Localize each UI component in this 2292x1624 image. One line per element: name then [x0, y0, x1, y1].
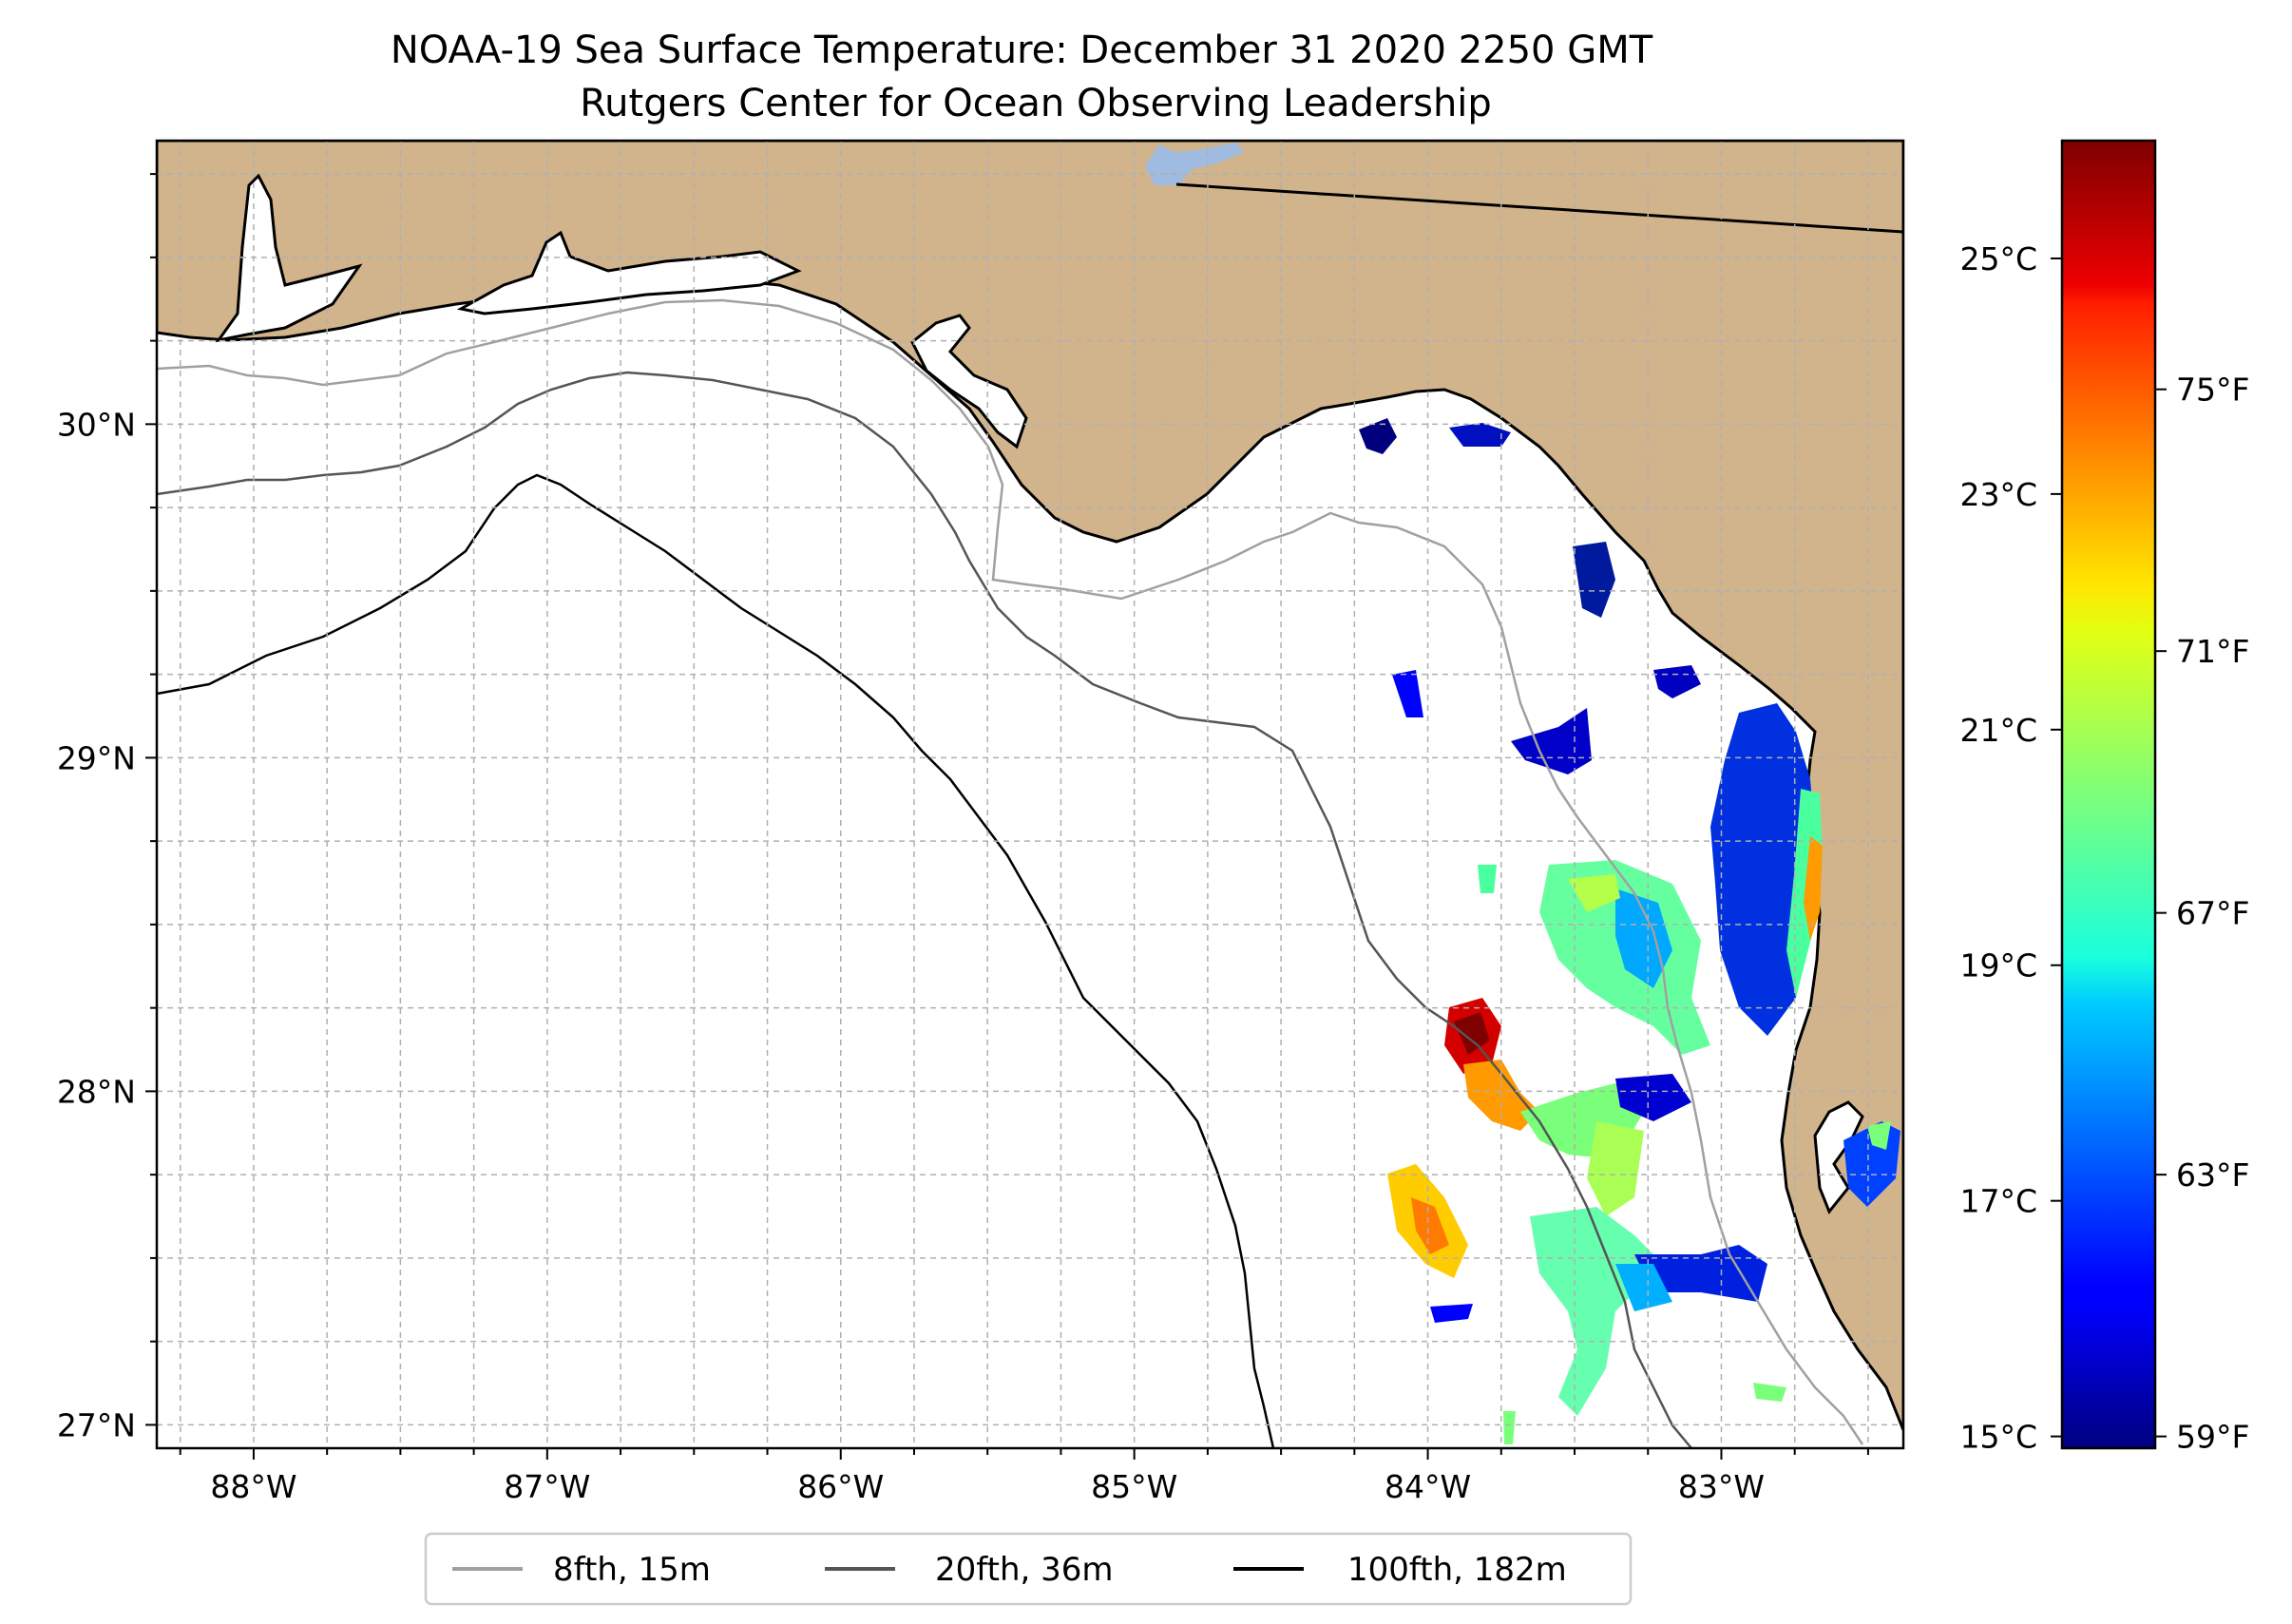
- lake: [1145, 143, 1245, 185]
- lon-tick-label: 87°W: [504, 1468, 590, 1505]
- map-panel: [157, 141, 1903, 1448]
- sst-patch-coast-warm-edge: [1804, 836, 1823, 941]
- sst-patch-west-small: [1430, 1304, 1473, 1323]
- lon-tick-label: 88°W: [210, 1468, 296, 1505]
- map-frame: [155, 139, 1905, 1450]
- choctawhatchee-bay: [456, 230, 802, 315]
- colorbar-celsius-axis: 25°C 23°C 21°C 19°C 17°C 15°C: [1959, 240, 2062, 1456]
- sst-patch-mid-green: [1615, 888, 1672, 988]
- state-border: [1175, 182, 1903, 234]
- colorbar-gradient: [2060, 139, 2157, 1450]
- celsius-tick-label: 25°C: [1959, 240, 2037, 277]
- sst-patch-small: [1478, 865, 1497, 893]
- isobath-8fth: [157, 298, 1864, 1445]
- figure-title: NOAA-19 Sea Surface Temperature: Decembe…: [391, 29, 1653, 72]
- isobaths: [157, 298, 1864, 1448]
- lat-tick-label: 27°N: [57, 1406, 136, 1443]
- colorbar: 25°C 23°C 21°C 19°C 17°C 15°C 75°F 71°F 67°F 63°…: [1959, 139, 2249, 1456]
- sst-patch-cedar-key: [1573, 542, 1615, 618]
- sst-patch-hot-spot: [1454, 1012, 1490, 1055]
- celsius-tick-label: 17°C: [1959, 1183, 2037, 1220]
- lat-tick-label: 28°N: [57, 1073, 136, 1110]
- lat-tick-label: 30°N: [57, 406, 136, 443]
- sst-patch-mid-green: [1568, 874, 1620, 912]
- apalachicola-bay: [910, 314, 1028, 449]
- sst-patch-south-central: [1587, 1121, 1644, 1216]
- sst-patch-offshore: [1653, 665, 1701, 698]
- sst-patch-offshore: [1392, 670, 1423, 717]
- legend-frame: [424, 1532, 1633, 1606]
- sst-patch-big-bend-north: [1359, 418, 1397, 454]
- sst-patch-tampa: [1867, 1121, 1891, 1150]
- fahrenheit-tick-label: 71°F: [2176, 633, 2249, 670]
- latitude-axis: 30°N 29°N 28°N 27°N: [57, 173, 157, 1443]
- lat-tick-label: 29°N: [57, 739, 136, 776]
- sst-patch-south-central: [1615, 1074, 1691, 1121]
- celsius-tick-label: 19°C: [1959, 947, 2037, 984]
- colorbar-fahrenheit-axis: 75°F 71°F 67°F 63°F 59°F: [2155, 372, 2249, 1456]
- legend-label-100fth: 100fth, 182m: [1347, 1551, 1567, 1589]
- sst-patch-west-warm: [1411, 1197, 1449, 1254]
- sst-patch-southern-green: [1530, 1207, 1663, 1416]
- gridlines: [157, 141, 1903, 1448]
- sst-patch-small: [1503, 1411, 1516, 1444]
- figure-subtitle: Rutgers Center for Ocean Observing Leade…: [580, 82, 1492, 125]
- tampa-bay: [1813, 1100, 1864, 1214]
- fahrenheit-tick-label: 63°F: [2176, 1156, 2249, 1194]
- lon-tick-label: 84°W: [1385, 1468, 1471, 1505]
- fahrenheit-tick-label: 59°F: [2176, 1419, 2249, 1456]
- legend-label-20fth: 20fth, 36m: [935, 1551, 1114, 1589]
- legend-label-8fth: 8fth, 15m: [553, 1551, 711, 1589]
- celsius-tick-label: 15°C: [1959, 1419, 2037, 1456]
- isobath-100fth: [157, 473, 1275, 1448]
- sst-patch-southern-blue: [1634, 1245, 1767, 1302]
- lon-tick-label: 83°W: [1678, 1468, 1765, 1505]
- isobath-legend: 8fth, 15m 20fth, 36m 100fth, 182m: [424, 1532, 1633, 1606]
- isobath-20fth: [157, 371, 1692, 1448]
- longitude-axis: 88°W 87°W 86°W 85°W 84°W 83°W: [179, 1448, 1869, 1505]
- sst-patch-big-bend-north: [1449, 423, 1511, 447]
- lon-tick-label: 86°W: [797, 1468, 884, 1505]
- fahrenheit-tick-label: 67°F: [2176, 895, 2249, 932]
- celsius-tick-label: 21°C: [1959, 712, 2037, 749]
- sst-patch-southern-blue: [1615, 1264, 1672, 1311]
- celsius-tick-label: 23°C: [1959, 476, 2037, 513]
- lon-tick-label: 85°W: [1091, 1468, 1177, 1505]
- fahrenheit-tick-label: 75°F: [2176, 372, 2249, 409]
- sst-patch-small: [1753, 1383, 1786, 1402]
